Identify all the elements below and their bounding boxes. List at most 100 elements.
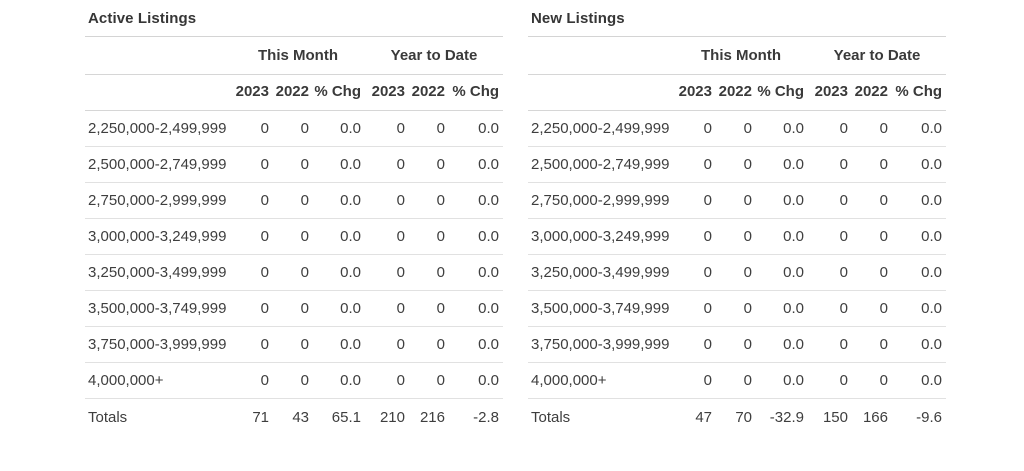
table-row: 2,250,000-2,499,999 0 0 0.0 0 0 0.0 [85, 110, 504, 147]
table-row: 3,000,000-3,249,999 0 0 0.0 0 0 0.0 [528, 218, 947, 255]
value-cell: 0 [674, 362, 716, 399]
group-header-this-month: This Month [231, 37, 365, 75]
value-cell: 0 [716, 182, 756, 219]
value-cell: 0.0 [756, 146, 808, 183]
pct-chg-header: % Chg [756, 74, 808, 111]
empty-header-cell [85, 37, 231, 75]
value-cell: 0 [409, 290, 449, 327]
empty-header-cell [528, 74, 674, 111]
value-cell: 0 [231, 362, 273, 399]
value-cell: 0.0 [313, 254, 365, 291]
column-header-row: 2023 2022 % Chg 2023 2022 % Chg [85, 74, 504, 111]
value-cell: 0 [273, 110, 313, 147]
price-range-label: 3,500,000-3,749,999 [85, 290, 231, 327]
value-cell: 0.0 [449, 182, 504, 219]
value-cell: 0.0 [449, 254, 504, 291]
totals-row: Totals 71 43 65.1 210 216 -2.8 [85, 399, 503, 437]
value-cell: 0 [231, 110, 273, 147]
value-cell: 0 [852, 254, 892, 291]
value-cell: 0.0 [313, 146, 365, 183]
value-cell: 0 [409, 218, 449, 255]
value-cell: 0 [674, 110, 716, 147]
table-row: 3,250,000-3,499,999 0 0 0.0 0 0 0.0 [85, 254, 504, 291]
value-cell: 0 [716, 290, 756, 327]
value-cell: 0 [231, 326, 273, 363]
total-value-cell: 210 [379, 409, 405, 426]
price-range-label: 3,500,000-3,749,999 [528, 290, 674, 327]
value-cell: 0.0 [756, 362, 808, 399]
value-cell: 0 [365, 254, 409, 291]
table-row: 2,750,000-2,999,999 0 0 0.0 0 0 0.0 [85, 182, 504, 219]
value-cell: 0 [231, 254, 273, 291]
value-cell: 0 [716, 326, 756, 363]
new-listings-title: New Listings [528, 0, 946, 37]
total-value-cell: 150 [822, 409, 848, 426]
group-header-year-to-date: Year to Date [808, 37, 947, 75]
value-cell: 0.0 [756, 182, 808, 219]
year-header: 2022 [716, 74, 756, 111]
total-value-cell: 166 [862, 409, 888, 426]
value-cell: 0 [365, 362, 409, 399]
value-cell: 0 [674, 326, 716, 363]
value-cell: 0.0 [313, 218, 365, 255]
table-row: 3,500,000-3,749,999 0 0 0.0 0 0 0.0 [528, 290, 947, 327]
value-cell: 0 [808, 218, 852, 255]
price-range-label: 2,750,000-2,999,999 [85, 182, 231, 219]
value-cell: 0 [852, 218, 892, 255]
value-cell: 0.0 [449, 146, 504, 183]
table-row: 2,250,000-2,499,999 0 0 0.0 0 0 0.0 [528, 110, 947, 147]
year-header: 2023 [231, 74, 273, 111]
value-cell: 0.0 [449, 218, 504, 255]
value-cell: 0.0 [756, 326, 808, 363]
table-row: 3,250,000-3,499,999 0 0 0.0 0 0 0.0 [528, 254, 947, 291]
active-listings-table: This Month Year to Date 2023 2022 % Chg … [85, 37, 504, 437]
price-range-label: 3,750,000-3,999,999 [528, 326, 674, 363]
year-header: 2022 [852, 74, 892, 111]
value-cell: 0 [409, 182, 449, 219]
value-cell: 0.0 [449, 290, 504, 327]
value-cell: 0 [716, 146, 756, 183]
value-cell: 0 [409, 362, 449, 399]
price-range-label: 2,250,000-2,499,999 [528, 110, 674, 147]
table-row: 4,000,000+ 0 0 0.0 0 0 0.0 [528, 362, 947, 399]
value-cell: 0 [808, 182, 852, 219]
value-cell: 0 [409, 254, 449, 291]
value-cell: 0.0 [892, 218, 947, 255]
value-cell: 0.0 [313, 290, 365, 327]
group-header-row: This Month Year to Date [528, 37, 947, 75]
report-tables-container: Active Listings This Month Year to Date … [85, 0, 1024, 436]
value-cell: 0 [365, 290, 409, 327]
value-cell: 0 [852, 290, 892, 327]
value-cell: 0 [273, 146, 313, 183]
price-range-label: 2,500,000-2,749,999 [85, 146, 231, 183]
value-cell: 0 [365, 326, 409, 363]
value-cell: 0 [231, 182, 273, 219]
value-cell: 0 [808, 326, 852, 363]
value-cell: 0 [365, 110, 409, 147]
total-value-cell: 70 [735, 409, 752, 426]
total-value-cell: 71 [252, 409, 269, 426]
value-cell: 0 [852, 110, 892, 147]
value-cell: 0 [808, 146, 852, 183]
new-listings-section: New Listings This Month Year to Date 202… [528, 0, 947, 436]
value-cell: 0.0 [892, 110, 947, 147]
value-cell: 0 [365, 218, 409, 255]
price-range-label: 2,750,000-2,999,999 [528, 182, 674, 219]
new-listings-table: This Month Year to Date 2023 2022 % Chg … [528, 37, 947, 436]
table-row: 2,750,000-2,999,999 0 0 0.0 0 0 0.0 [528, 182, 947, 219]
price-range-label: 2,250,000-2,499,999 [85, 110, 231, 147]
column-header-row: 2023 2022 % Chg 2023 2022 % Chg [528, 74, 947, 111]
value-cell: 0.0 [892, 326, 947, 363]
total-value-cell: 43 [292, 409, 309, 426]
value-cell: 0.0 [756, 110, 808, 147]
price-range-label: 3,000,000-3,249,999 [85, 218, 231, 255]
value-cell: 0 [808, 362, 852, 399]
value-cell: 0 [852, 326, 892, 363]
total-value-cell: 65.1 [331, 409, 361, 426]
value-cell: 0 [716, 362, 756, 399]
value-cell: 0 [808, 290, 852, 327]
price-range-label: 3,000,000-3,249,999 [528, 218, 674, 255]
value-cell: 0.0 [449, 326, 504, 363]
price-range-label: 3,250,000-3,499,999 [528, 254, 674, 291]
value-cell: 0 [808, 254, 852, 291]
